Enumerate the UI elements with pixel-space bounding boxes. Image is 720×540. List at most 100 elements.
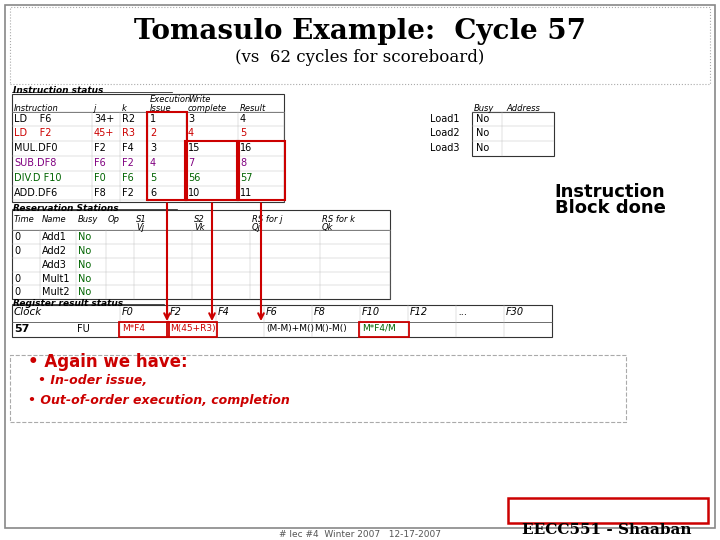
Bar [10, 355, 626, 422]
Text: Vj: Vj [136, 223, 144, 232]
Bar [472, 112, 554, 156]
Text: 10: 10 [188, 187, 200, 198]
Bar [12, 305, 552, 337]
Text: Mult1: Mult1 [42, 274, 70, 284]
Text: LD    F6: LD F6 [14, 113, 51, 124]
Text: F2: F2 [122, 187, 134, 198]
Text: RS for k: RS for k [322, 215, 355, 224]
Text: LD    F2: LD F2 [14, 129, 52, 138]
Bar [147, 112, 187, 200]
Text: 45+: 45+ [94, 129, 114, 138]
Text: Vk: Vk [194, 223, 204, 232]
Text: j: j [94, 104, 96, 113]
Text: No: No [78, 246, 91, 256]
Text: 16: 16 [240, 143, 252, 153]
Text: Reservation Stations: Reservation Stations [13, 205, 119, 213]
Text: (vs  62 cycles for scoreboard): (vs 62 cycles for scoreboard) [235, 49, 485, 66]
Bar [237, 141, 285, 200]
Text: F6: F6 [122, 173, 134, 183]
Text: F8: F8 [94, 187, 106, 198]
Text: • Out-of-order execution, completion: • Out-of-order execution, completion [28, 394, 289, 407]
Text: 5: 5 [150, 173, 156, 183]
Text: Register result status: Register result status [13, 299, 123, 308]
Text: 3: 3 [188, 113, 194, 124]
Text: complete: complete [188, 104, 227, 113]
Text: F4: F4 [218, 307, 230, 317]
Text: 15: 15 [188, 143, 200, 153]
Text: ...: ... [458, 307, 467, 317]
Text: 56: 56 [188, 173, 200, 183]
Text: Qk: Qk [322, 223, 333, 232]
Text: Tomasulo Example:  Cycle 57: Tomasulo Example: Cycle 57 [134, 18, 586, 45]
Text: Result: Result [240, 104, 266, 113]
Bar [508, 498, 708, 523]
Text: MUL.DF0: MUL.DF0 [14, 143, 58, 153]
Text: Instruction: Instruction [554, 183, 665, 201]
Text: Load3: Load3 [430, 143, 459, 153]
Text: DIV.D F10: DIV.D F10 [14, 173, 61, 183]
Text: F8: F8 [314, 307, 326, 317]
Text: No: No [476, 129, 490, 138]
Text: S2: S2 [194, 215, 204, 224]
Text: Add1: Add1 [42, 232, 67, 242]
Text: Time: Time [14, 215, 35, 224]
Text: M(45+R3): M(45+R3) [170, 324, 215, 333]
Text: # lec #4  Winter 2007   12-17-2007: # lec #4 Winter 2007 12-17-2007 [279, 530, 441, 539]
Text: RS for j: RS for j [252, 215, 282, 224]
Text: Load2: Load2 [430, 129, 459, 138]
Bar [10, 7, 710, 84]
Text: F6: F6 [94, 158, 106, 168]
Text: Load1: Load1 [430, 113, 459, 124]
Text: SUB.DF8: SUB.DF8 [14, 158, 56, 168]
Text: No: No [78, 274, 91, 284]
Bar [185, 141, 239, 200]
Text: 57: 57 [14, 324, 30, 334]
Text: F2: F2 [170, 307, 182, 317]
Text: No: No [476, 113, 490, 124]
Text: Name: Name [42, 215, 67, 224]
Text: 6: 6 [150, 187, 156, 198]
Text: 0: 0 [14, 274, 20, 284]
Text: M()-M(): M()-M() [314, 324, 347, 333]
Text: 5: 5 [240, 129, 246, 138]
Text: No: No [78, 260, 91, 270]
Text: Add2: Add2 [42, 246, 67, 256]
Text: 11: 11 [240, 187, 252, 198]
Text: Add3: Add3 [42, 260, 67, 270]
Text: 2: 2 [150, 129, 156, 138]
Bar [359, 322, 409, 337]
Text: 4: 4 [188, 129, 194, 138]
Text: Address: Address [506, 104, 540, 113]
Text: F4: F4 [122, 143, 134, 153]
Text: Busy: Busy [78, 215, 99, 224]
Text: 0: 0 [14, 232, 20, 242]
Text: F2: F2 [94, 143, 106, 153]
Text: (M-M)+M(): (M-M)+M() [266, 324, 314, 333]
Text: Qj: Qj [252, 223, 261, 232]
Text: ADD.DF6: ADD.DF6 [14, 187, 58, 198]
Text: Op: Op [108, 215, 120, 224]
Text: S1: S1 [136, 215, 147, 224]
Text: Busy: Busy [474, 104, 495, 113]
Text: FU: FU [77, 324, 90, 334]
Text: F30: F30 [506, 307, 524, 317]
Text: 4: 4 [150, 158, 156, 168]
Text: F6: F6 [266, 307, 278, 317]
Bar [12, 94, 284, 202]
Text: • In-oder issue,: • In-oder issue, [38, 374, 147, 387]
Text: F2: F2 [122, 158, 134, 168]
Text: Instruction: Instruction [14, 104, 59, 113]
Text: 57: 57 [240, 173, 253, 183]
Text: Mult2: Mult2 [42, 287, 70, 298]
Text: F0: F0 [122, 307, 134, 317]
Bar [12, 211, 390, 299]
Text: Clock: Clock [14, 307, 42, 317]
Text: Instruction status: Instruction status [13, 86, 104, 95]
Text: EECC551 - Shaaban: EECC551 - Shaaban [522, 523, 692, 537]
Text: 3: 3 [150, 143, 156, 153]
Text: Issue: Issue [150, 104, 171, 113]
Text: F12: F12 [410, 307, 428, 317]
Text: Block done: Block done [554, 199, 665, 218]
Text: k: k [122, 104, 127, 113]
Bar [167, 322, 217, 337]
